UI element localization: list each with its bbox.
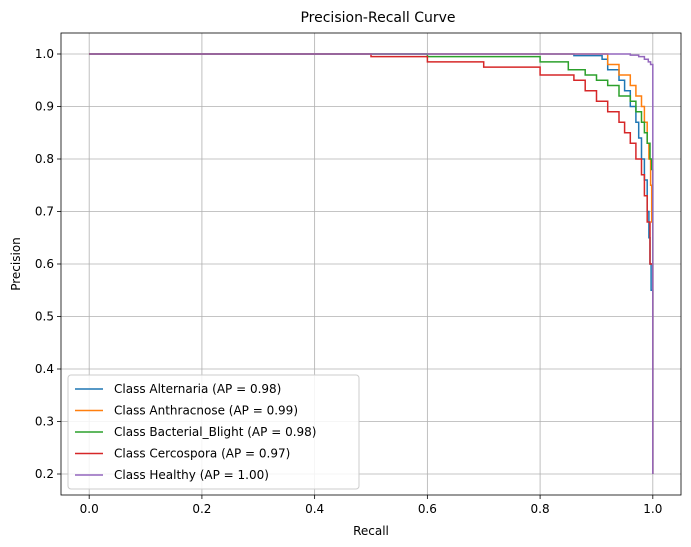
y-tick-label: 1.0 [35,47,54,61]
x-axis: 0.0 0.2 0.4 0.6 0.8 1.0 [80,495,662,516]
legend-label: Class Cercospora (AP = 0.97) [114,447,290,461]
y-tick-label: 0.3 [35,415,54,429]
pr-curve-line [89,53,654,474]
chart-title: Precision-Recall Curve [300,10,455,26]
x-tick-label: 0.4 [305,502,324,516]
x-tick-label: 0.6 [418,502,437,516]
y-tick-label: 0.9 [35,100,54,114]
pr-curve-line [89,53,654,474]
x-tick-label: 0.0 [80,502,99,516]
y-tick-label: 0.8 [35,152,54,166]
legend-box [67,374,360,490]
x-tick-label: 0.8 [531,502,550,516]
x-axis-label: Recall [353,524,389,538]
legend-label: Class Alternaria (AP = 0.98) [114,382,281,396]
y-axis: 0.2 0.3 0.4 0.5 0.6 0.7 0.8 0.9 1.0 [35,47,61,481]
pr-curve-line [89,53,654,474]
legend: Class Alternaria (AP = 0.98) Class Anthra… [67,374,360,490]
x-tick-label: 1.0 [643,502,662,516]
y-tick-label: 0.6 [35,257,54,271]
y-tick-label: 0.7 [35,205,54,219]
y-tick-label: 0.2 [35,467,54,481]
legend-label: Class Bacterial_Blight (AP = 0.98) [114,425,316,439]
x-tick-label: 0.2 [192,502,211,516]
y-axis-label: Precision [9,237,23,291]
pr-curve-line [89,53,654,474]
legend-label: Class Anthracnose (AP = 0.99) [114,404,298,418]
y-tick-label: 0.4 [35,362,54,376]
y-tick-label: 0.5 [35,310,54,324]
curves [89,53,654,474]
legend-label: Class Healthy (AP = 1.00) [114,468,269,482]
